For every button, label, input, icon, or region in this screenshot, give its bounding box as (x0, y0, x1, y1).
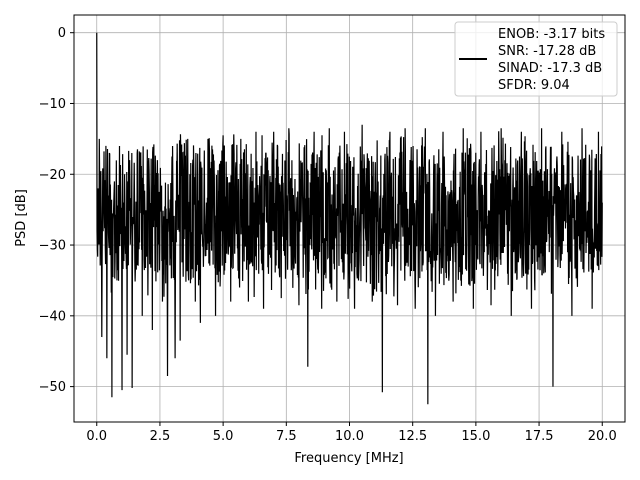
x-tick-label: 20.0 (588, 429, 617, 444)
x-tick-label: 0.0 (86, 429, 107, 444)
legend: ENOB: -3.17 bits SNR: -17.28 dB SINAD: -… (454, 21, 618, 97)
y-tick-label: −20 (39, 168, 66, 183)
legend-enob: ENOB: -3.17 bits (498, 27, 605, 42)
y-tick-label: −40 (39, 309, 66, 324)
y-axis-label: PSD [dB] (14, 189, 29, 247)
x-axis-label: Frequency [MHz] (294, 451, 403, 466)
x-tick-label: 5.0 (213, 429, 234, 444)
psd-series-line (96, 32, 603, 405)
legend-box (454, 21, 618, 97)
legend-sinad: SINAD: -17.3 dB (498, 61, 602, 76)
legend-snr: SNR: -17.28 dB (498, 44, 596, 59)
psd-trace (96, 32, 603, 405)
x-axis-ticks: 0.0 2.5 5.0 7.5 10.0 12.5 15.0 17.5 20.0 (86, 422, 617, 444)
x-tick-label: 7.5 (276, 429, 297, 444)
x-tick-label: 2.5 (150, 429, 171, 444)
y-tick-label: −30 (39, 239, 66, 254)
y-tick-label: −50 (39, 380, 66, 395)
y-tick-label: 0 (58, 26, 66, 41)
y-tick-label: −10 (39, 97, 66, 112)
y-axis-ticks: 0 −10 −20 −30 −40 −50 (39, 26, 74, 395)
x-tick-label: 15.0 (461, 429, 490, 444)
x-tick-label: 10.0 (335, 429, 364, 444)
x-tick-label: 17.5 (525, 429, 554, 444)
legend-sfdr: SFDR: 9.04 (498, 78, 570, 93)
x-tick-label: 12.5 (398, 429, 427, 444)
